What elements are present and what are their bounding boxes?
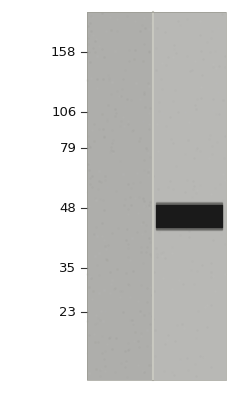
Bar: [155, 203, 221, 205]
Text: 35: 35: [59, 262, 76, 274]
Bar: [155, 205, 221, 227]
Bar: [155, 227, 221, 228]
Bar: [152, 12, 225, 380]
Text: 23: 23: [59, 306, 76, 318]
Text: 48: 48: [59, 202, 76, 214]
Text: 158: 158: [51, 46, 76, 58]
Text: 106: 106: [51, 106, 76, 118]
Bar: [155, 227, 221, 230]
Text: 79: 79: [59, 142, 76, 154]
Bar: [86, 12, 152, 380]
Bar: [155, 202, 221, 205]
Bar: [86, 12, 225, 380]
